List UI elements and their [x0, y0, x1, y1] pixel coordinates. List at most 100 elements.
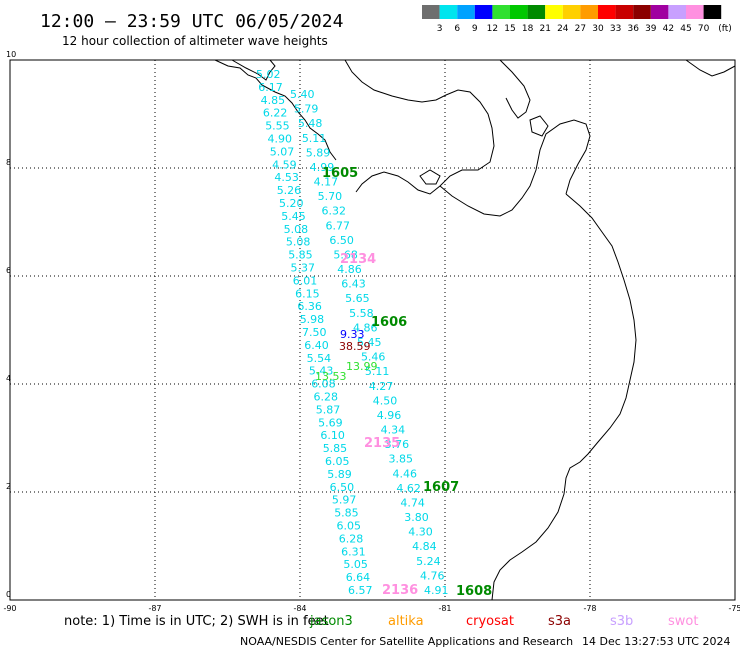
colorbar-label: 6 — [454, 24, 460, 34]
wave-height-label: 6.17 — [258, 81, 283, 94]
wave-height-label: 6.05 — [325, 455, 350, 468]
wave-height-label: 5.79 — [294, 103, 319, 116]
colorbar-swatch — [598, 5, 616, 19]
footer-timestamp: 14 Dec 13:27:53 UTC 2024 — [582, 635, 730, 648]
lake-outline — [419, 169, 441, 185]
wave-height-label: 4.99 — [310, 161, 335, 174]
wave-height-label: 5.54 — [307, 352, 332, 365]
wave-height-label: 5.87 — [316, 403, 341, 416]
wave-height-label: 5.37 — [291, 262, 316, 275]
mainland-pacific-coast — [344, 59, 495, 195]
wave-height-label: 5.43 — [309, 365, 334, 378]
satellite-legend-item: cryosat — [466, 614, 514, 629]
wave-height-label: 4.85 — [261, 94, 286, 107]
inland-waterway — [499, 59, 531, 119]
wave-height-label: 4.50 — [373, 394, 398, 407]
wave-height-label: 4.46 — [392, 467, 417, 480]
wave-height-label: 4.86 — [337, 263, 362, 276]
wave-height-label: 6.31 — [341, 545, 366, 558]
wave-height-label: 5.05 — [343, 558, 368, 571]
colorbar-label: 39 — [645, 24, 657, 34]
x-tick-label: -90 — [3, 604, 16, 613]
wave-height-label: 6.77 — [325, 219, 350, 232]
wave-height-label: 5.40 — [290, 88, 315, 101]
satellite-legend-item: altika — [388, 614, 424, 629]
gulf-peninsula-coast — [439, 119, 591, 217]
wave-height-label: 4.74 — [400, 496, 425, 509]
wave-height-label: 5.58 — [349, 307, 374, 320]
wave-height-label: 4.91 — [424, 584, 449, 597]
colorbar-label: 45 — [680, 24, 691, 34]
colorbar-label: 42 — [663, 24, 674, 34]
pass-time-label: 1607 — [423, 480, 459, 495]
colorbar-swatch — [580, 5, 598, 19]
wave-height-label: 5.97 — [332, 494, 357, 507]
wave-height-label: 5.46 — [361, 351, 386, 364]
pass-time-label: 1605 — [322, 166, 358, 181]
y-tick-label: 0 — [6, 590, 11, 599]
satellite-legend: jason3 altika cryosat s3a s3b swot — [309, 614, 698, 629]
wave-height-label: 5.11 — [302, 132, 327, 145]
pass-time-label: 1606 — [371, 315, 407, 330]
colorbar-label: 24 — [557, 24, 569, 34]
colorbar-label: 15 — [504, 24, 515, 34]
footer-note: note: 1) Time is in UTC; 2) SWH is in fe… — [64, 614, 329, 629]
satellite-legend-item: s3b — [610, 614, 633, 629]
wave-height-label: 6.43 — [341, 278, 366, 291]
x-tick-label: -87 — [148, 604, 161, 613]
wave-height-label: 5.08 — [284, 223, 309, 236]
east-coast — [491, 193, 637, 601]
plot-frame — [9, 59, 736, 601]
wave-height-label: 5.85 — [334, 507, 359, 520]
wave-height-label: 6.64 — [346, 571, 371, 584]
wave-height-label: 6.22 — [263, 107, 288, 120]
x-axis-ticks: -90 -87 -84 -81 -78 -75 — [3, 604, 740, 613]
wave-height-label: 6.28 — [314, 391, 339, 404]
colorbar-label: 30 — [592, 24, 604, 34]
satellite-legend-item: jason3 — [309, 614, 353, 629]
colorbar-swatch — [422, 5, 440, 19]
colorbar-swatch — [633, 5, 651, 19]
wave-height-label: 5.45 — [357, 336, 382, 349]
colorbar-swatch — [545, 5, 563, 19]
wave-height-label: 5.98 — [300, 313, 325, 326]
wave-height-label: 5.65 — [345, 292, 370, 305]
wave-height-label: 4.96 — [377, 409, 402, 422]
wave-height-label: 4.76 — [420, 569, 445, 582]
colorbar-swatch — [474, 5, 493, 19]
graticule — [10, 60, 735, 600]
x-tick-label: -84 — [293, 604, 306, 613]
wave-height-label: 6.32 — [322, 205, 347, 218]
wave-height-label: 5.69 — [318, 416, 343, 429]
colorbar-swatch — [562, 5, 581, 19]
wave-height-highlight: 13.53 — [315, 370, 347, 383]
pass-times: 1605 2134 1606 2135 1607 2136 1608 — [322, 166, 492, 599]
y-tick-label: 10 — [6, 50, 16, 59]
colorbar-label: 18 — [522, 24, 534, 34]
wave-height-label: 5.48 — [298, 117, 323, 130]
wave-height-label: 5.89 — [306, 146, 331, 159]
wave-height-label: 3.80 — [404, 511, 429, 524]
satellite-legend-item: s3a — [548, 614, 571, 629]
colorbar-label: 9 — [472, 24, 478, 34]
wave-height-colorbar: 3 6 9 12 15 18 21 24 27 30 33 36 39 42 45 70 (ft) — [422, 5, 732, 34]
wave-height-label: 6.50 — [330, 481, 355, 494]
wave-height-label: 6.10 — [320, 429, 345, 442]
wave-height-label: 4.90 — [268, 133, 293, 146]
wave-height-label: 5.89 — [327, 468, 352, 481]
wave-height-label: 5.55 — [265, 120, 290, 133]
wave-height-label: 6.15 — [295, 287, 320, 300]
wave-height-label: 4.59 — [272, 158, 297, 171]
track-left: 5.026.174.856.225.554.905.074.594.535.26… — [256, 68, 373, 597]
x-tick-label: -78 — [583, 604, 596, 613]
wave-height-label: 4.86 — [353, 321, 378, 334]
wave-height-label: 5.20 — [279, 197, 304, 210]
y-tick-label: 8 — [6, 158, 11, 167]
y-tick-label: 2 — [6, 482, 11, 491]
wave-height-label: 4.84 — [412, 540, 437, 553]
y-tick-label: 4 — [6, 374, 11, 383]
track-right: 5.405.795.485.115.894.994.175.706.326.77… — [290, 88, 449, 597]
colorbar-label: 36 — [627, 24, 639, 34]
wave-height-label: 4.53 — [274, 171, 299, 184]
